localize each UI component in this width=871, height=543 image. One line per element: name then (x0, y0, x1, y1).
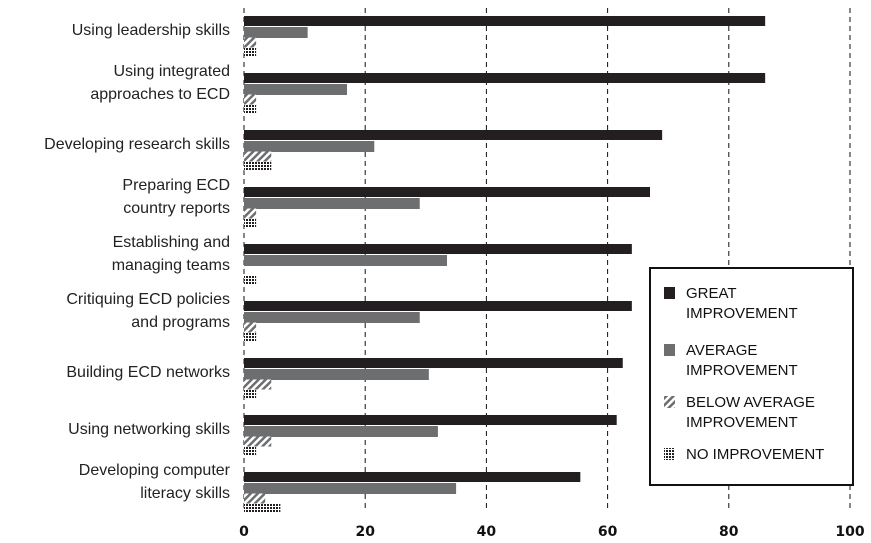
x-tick-label: 0 (239, 524, 249, 540)
bar-2-1 (244, 141, 375, 152)
legend-entry: AVERAGE IMPROVEMENT (686, 342, 798, 379)
bar-6-2 (244, 379, 272, 390)
bar-0-2 (244, 37, 257, 48)
bar-0-3 (244, 47, 257, 57)
x-tick-label: 20 (355, 524, 375, 540)
bar-5-3 (244, 332, 257, 342)
legend: GREAT IMPROVEMENT AVERAGE IMPROVEMENT BELOW … (649, 267, 854, 486)
bar-5-1 (244, 312, 420, 323)
bar-8-0 (244, 472, 581, 482)
bar-8-1 (244, 483, 457, 494)
category-label: Developing research skills (44, 136, 230, 153)
legend-swatch (664, 396, 675, 408)
category-label: Using integrated approaches to ECD (90, 63, 230, 103)
category-label: Building ECD networks (66, 364, 230, 381)
bar-1-0 (244, 73, 766, 83)
bar-0-1 (244, 27, 308, 38)
bar-4-1 (244, 255, 448, 266)
x-tick-label: 100 (835, 524, 864, 540)
bar-4-3 (244, 275, 257, 285)
bar-7-1 (244, 426, 438, 437)
bar-0-0 (244, 16, 766, 26)
category-label: Preparing ECD country reports (122, 177, 230, 217)
legend-entry: BELOW AVERAGE IMPROVEMENT (686, 394, 815, 431)
category-label: Developing computer literacy skills (79, 462, 231, 502)
bar-6-3 (244, 389, 257, 399)
bar-5-0 (244, 301, 632, 311)
bar-2-0 (244, 130, 663, 140)
bar-6-1 (244, 369, 429, 380)
bar-3-2 (244, 208, 257, 219)
category-label: Using leadership skills (72, 22, 230, 39)
legend-swatch (664, 344, 675, 356)
bar-7-3 (244, 446, 257, 456)
bar-1-3 (244, 104, 257, 114)
bar-4-0 (244, 244, 632, 254)
bar-7-2 (244, 436, 272, 447)
legend-swatch (664, 448, 675, 460)
category-label: Establishing and managing teams (112, 234, 230, 274)
legend-box (649, 267, 854, 486)
x-tick-label: 60 (598, 524, 618, 540)
bar-2-2 (244, 151, 272, 162)
legend-swatch (664, 287, 675, 299)
bar-8-2 (244, 493, 266, 504)
bar-3-3 (244, 218, 257, 228)
legend-entry: GREAT IMPROVEMENT (686, 285, 798, 322)
bars (244, 16, 766, 513)
bar-1-1 (244, 84, 348, 95)
bar-1-2 (244, 94, 257, 105)
category-labels: Using leadership skills Using integrated a… (44, 22, 231, 502)
bar-2-3 (244, 161, 272, 171)
x-tick-label: 40 (477, 524, 497, 540)
x-axis-tick-labels: 0 20 40 60 80 100 (239, 524, 865, 540)
bar-6-0 (244, 358, 623, 368)
legend-entry: NO IMPROVEMENT (686, 446, 824, 463)
bar-7-0 (244, 415, 617, 425)
category-label: Critiquing ECD policies and programs (66, 291, 230, 331)
bar-5-2 (244, 322, 257, 333)
bar-3-0 (244, 187, 651, 197)
bar-8-3 (244, 503, 281, 513)
category-label: Using networking skills (68, 421, 230, 438)
bar-3-1 (244, 198, 420, 209)
x-tick-label: 80 (719, 524, 739, 540)
